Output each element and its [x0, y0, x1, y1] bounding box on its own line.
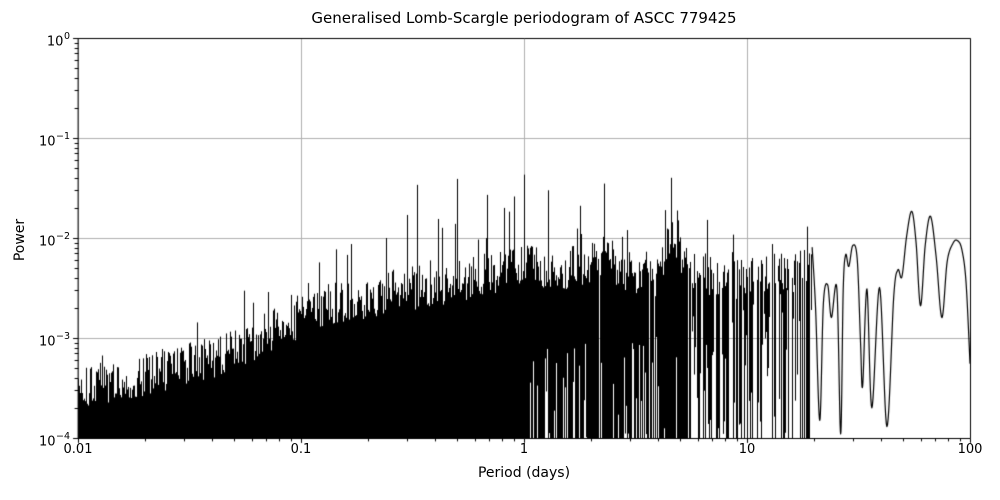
x-tick-label: 1	[519, 442, 529, 457]
x-axis-label: Period (days)	[477, 465, 571, 481]
y-axis-label: Power	[12, 218, 28, 262]
x-tick-label: 10	[738, 442, 756, 457]
y-tick-label: 10−3	[38, 331, 70, 350]
y-tick-label: 10−1	[38, 131, 70, 150]
chart-title: Generalised Lomb-Scargle periodogram of …	[311, 9, 737, 27]
x-tick-label: 0.1	[290, 442, 312, 457]
x-tick-label: 0.01	[63, 442, 93, 457]
y-tick-label: 10−2	[38, 231, 70, 250]
x-tick-label: 100	[957, 442, 983, 457]
y-tick-label: 10−4	[38, 431, 70, 450]
y-tick-label: 100	[46, 31, 70, 50]
